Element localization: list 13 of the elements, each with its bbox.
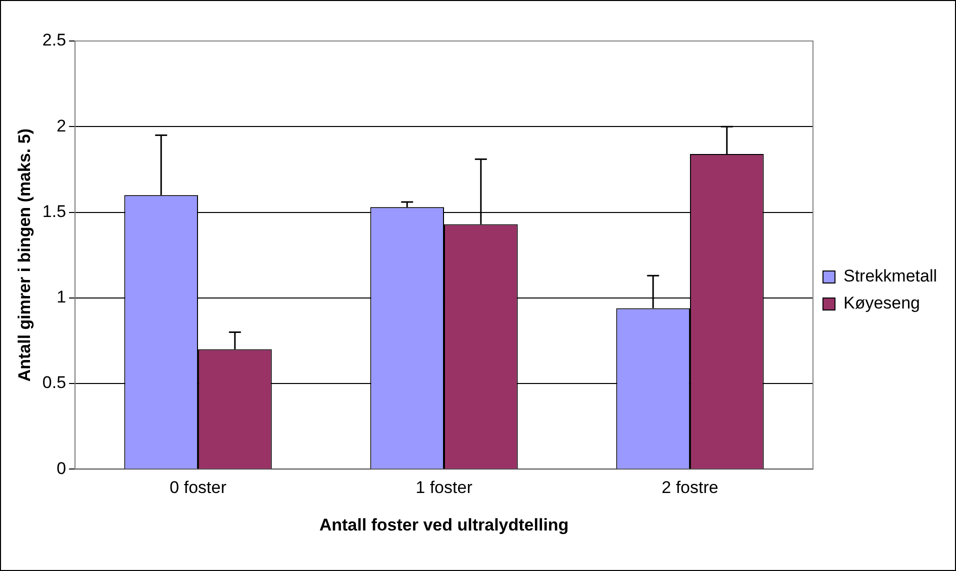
y-tick-label: 1.5 [42,202,66,221]
legend-label: Strekkmetall [843,266,938,286]
x-tick-label: 0 foster [170,478,227,498]
y-tick-label: 0.5 [42,373,66,392]
x-tick-label: 2 fostre [662,478,718,498]
y-axis-title: Antall gimrer i bingen (maks. 5) [14,128,34,382]
x-tick-label: 1 foster [416,478,473,498]
x-axis-title: Antall foster ved ultralydtelling [319,515,569,534]
y-tick-label: 1 [56,288,66,307]
y-tick-label: 2 [56,116,66,136]
legend-label: Køyeseng [843,294,920,313]
y-tick-label: 0 [56,458,66,478]
y-tick-label: 2.5 [42,30,66,50]
